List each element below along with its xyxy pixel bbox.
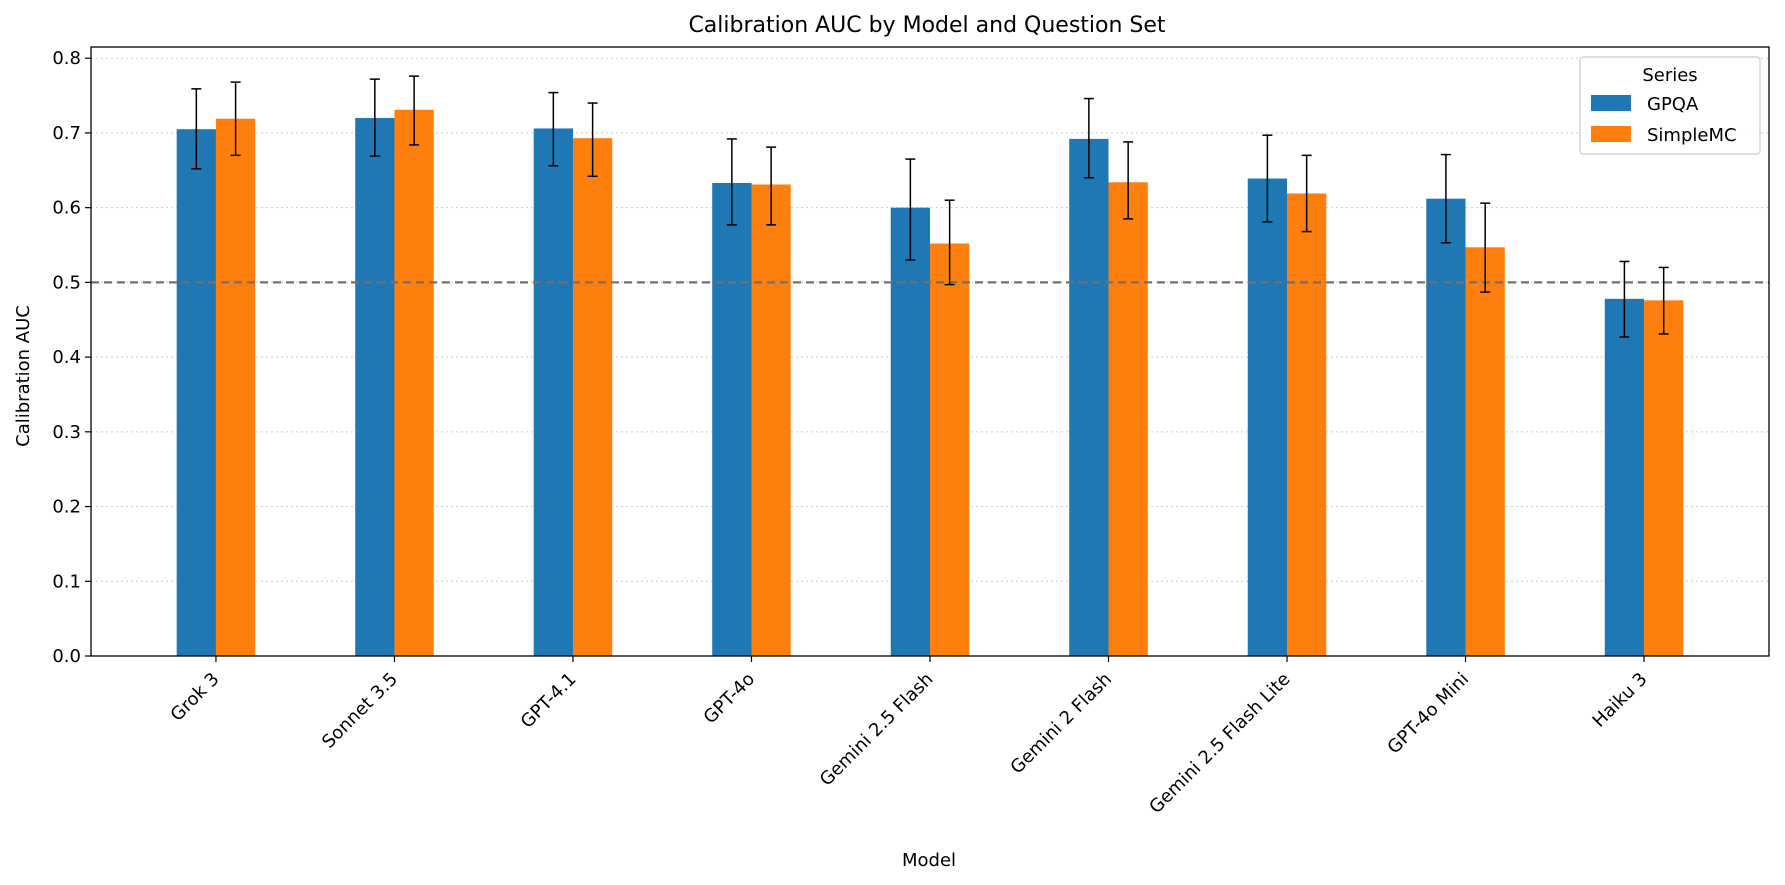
y-tick-label: 0.3 <box>52 422 81 443</box>
y-tick-label: 0.8 <box>52 48 81 69</box>
bar-simplemc-gemini-2-flash <box>1108 182 1148 656</box>
bar-gpqa-haiku-3 <box>1604 298 1645 656</box>
x-tick-label: GPT-4o Mini <box>1383 669 1473 759</box>
x-tick-label: Grok 3 <box>167 669 224 726</box>
legend-swatch-gpqa <box>1591 95 1631 111</box>
error-bars-group <box>191 75 1669 338</box>
y-axis-label: Calibration AUC <box>13 305 34 447</box>
x-tick-label: GPT-4o <box>700 669 759 728</box>
y-tick-label: 0.1 <box>52 571 81 592</box>
bar-simplemc-gpt-4o-mini <box>1465 247 1505 656</box>
bar-simplemc-haiku-3 <box>1644 300 1684 656</box>
bar-gpqa-gemini-2-flash <box>1069 138 1109 657</box>
bar-simplemc-gemini-2-5-flash <box>930 243 970 656</box>
bar-gpqa-gemini-2-5-flash-lite <box>1247 178 1288 657</box>
y-tick-label: 0.4 <box>52 347 81 368</box>
x-tick-label: Gemini 2 Flash <box>1006 669 1116 779</box>
bar-gpqa-grok-3 <box>176 129 216 657</box>
bar-simplemc-gpt-4-1 <box>572 138 613 656</box>
x-tick-label: Haiku 3 <box>1589 669 1652 732</box>
legend-title: Series <box>1642 65 1697 86</box>
x-tick-label: GPT-4.1 <box>517 669 581 733</box>
x-axis-label: Model <box>902 850 956 871</box>
legend-label-gpqa: GPQA <box>1647 94 1699 115</box>
x-tick-label: Gemini 2.5 Flash <box>816 669 938 791</box>
bar-simplemc-sonnet-3-5 <box>394 109 434 657</box>
bar-gpqa-gpt-4-1 <box>533 128 573 656</box>
x-tick-label: Gemini 2.5 Flash Lite <box>1145 669 1294 818</box>
y-tick-label: 0.0 <box>52 646 81 667</box>
chart-title: Calibration AUC by Model and Question Se… <box>688 13 1165 38</box>
y-tick-label: 0.7 <box>52 123 81 144</box>
legend: Series GPQA SimpleMC <box>1579 56 1761 155</box>
y-tick-label: 0.6 <box>52 198 81 219</box>
bars-group <box>176 109 1684 657</box>
y-tick-label: 0.2 <box>52 497 81 518</box>
legend-swatch-simplemc <box>1591 126 1631 142</box>
bar-simplemc-grok-3 <box>215 118 256 656</box>
bar-gpqa-gpt-4o <box>712 182 752 656</box>
bar-gpqa-gpt-4o-mini <box>1426 198 1466 656</box>
bar-simplemc-gemini-2-5-flash-lite <box>1287 193 1327 656</box>
bar-gpqa-sonnet-3-5 <box>355 117 395 656</box>
bar-simplemc-gpt-4o <box>751 184 791 657</box>
x-tick-label: Sonnet 3.5 <box>318 669 402 753</box>
y-tick-label: 0.5 <box>52 272 81 293</box>
bar-gpqa-gemini-2-5-flash <box>890 207 930 657</box>
legend-label-simplemc: SimpleMC <box>1647 125 1737 146</box>
